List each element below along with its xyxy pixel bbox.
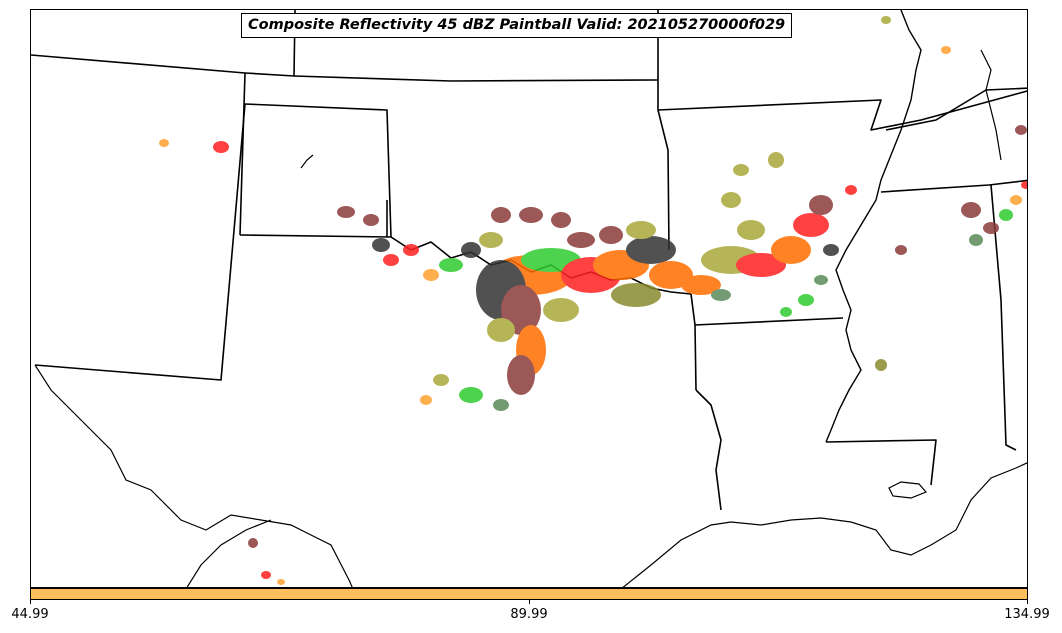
border-ar-la bbox=[694, 324, 697, 391]
paintball-blob bbox=[439, 258, 463, 272]
paintball-blob bbox=[543, 298, 579, 322]
paintball-blob bbox=[736, 253, 786, 277]
paintball-blob bbox=[491, 207, 511, 223]
border-il bbox=[885, 87, 1027, 131]
paintball-blob bbox=[1015, 125, 1027, 135]
border-ia-mo bbox=[657, 90, 1027, 131]
paintball-blob bbox=[611, 283, 661, 307]
gulf-coast-east bbox=[622, 462, 1027, 587]
paintball-blob bbox=[519, 207, 543, 223]
border-ks-mo bbox=[657, 10, 670, 251]
paintball-blob bbox=[337, 206, 355, 218]
paintball-blob bbox=[423, 269, 439, 281]
paintball-blob bbox=[1021, 181, 1027, 189]
paintball-blob bbox=[507, 355, 535, 395]
colorbar-tick-label-min: 44.99 bbox=[11, 607, 49, 622]
border-tx-la bbox=[695, 389, 722, 511]
paintball-blob bbox=[626, 221, 656, 239]
paintball-blob bbox=[768, 152, 784, 168]
colorbar-tick-label-mid: 89.99 bbox=[510, 607, 548, 622]
river-mississippi bbox=[825, 10, 922, 443]
paintball-blob bbox=[626, 236, 676, 264]
paintball-blob bbox=[372, 238, 390, 252]
paintball-blob bbox=[809, 195, 833, 215]
paintball-blob bbox=[721, 192, 741, 208]
paintball-blob bbox=[551, 212, 571, 228]
paintball-blob bbox=[383, 254, 399, 266]
paintball-blob bbox=[823, 244, 839, 256]
border-nm-tx bbox=[34, 103, 392, 381]
map-panel bbox=[30, 9, 1028, 588]
river-upper bbox=[980, 49, 1002, 161]
paintball-blob bbox=[798, 294, 814, 306]
paintball-blob bbox=[248, 538, 258, 548]
colorbar bbox=[30, 588, 1028, 600]
paintball-blob bbox=[479, 232, 503, 248]
gulf-coast bbox=[34, 364, 353, 587]
paintball-blob bbox=[461, 242, 481, 258]
border-ky-tn bbox=[880, 179, 1027, 193]
paintball-blob bbox=[433, 374, 449, 386]
map-title: Composite Reflectivity 45 dBZ Paintball … bbox=[241, 13, 793, 38]
paintball-blob bbox=[733, 164, 749, 176]
border-mo-ar bbox=[694, 317, 844, 326]
paintball-blob bbox=[881, 16, 891, 24]
lake-ne-colorado bbox=[300, 154, 314, 169]
border-ms-al bbox=[990, 184, 1017, 451]
colorbar-tick bbox=[529, 600, 530, 604]
map-canvas bbox=[31, 10, 1027, 587]
paintball-blob bbox=[983, 222, 999, 234]
paintball-blob bbox=[363, 214, 379, 226]
paintball-blob bbox=[845, 185, 857, 195]
paintball-blob bbox=[711, 289, 731, 301]
paintball-blob bbox=[999, 209, 1013, 221]
paintball-blob bbox=[403, 244, 419, 256]
paintball-blob bbox=[599, 226, 623, 244]
colorbar-tick-label-max: 134.99 bbox=[1004, 607, 1050, 622]
border-co-nm bbox=[31, 54, 246, 236]
colorbar-tick bbox=[1027, 600, 1028, 604]
border-ne-sd bbox=[293, 75, 659, 82]
paintball-blob bbox=[737, 220, 765, 240]
border-tx-ar bbox=[690, 293, 696, 326]
paintball-blobs bbox=[159, 16, 1027, 585]
paintball-blob bbox=[780, 307, 792, 317]
paintball-blob bbox=[567, 232, 595, 248]
paintball-blob bbox=[875, 359, 887, 371]
paintball-blob bbox=[895, 245, 907, 255]
paintball-blob bbox=[969, 234, 983, 246]
paintball-blob bbox=[814, 275, 828, 285]
paintball-blob bbox=[493, 399, 509, 411]
paintball-blob bbox=[793, 213, 829, 237]
paintball-blob bbox=[1010, 195, 1022, 205]
paintball-blob bbox=[771, 236, 811, 264]
mexico-border bbox=[186, 519, 272, 587]
paintball-blob bbox=[487, 318, 515, 342]
paintball-blob bbox=[459, 387, 483, 403]
colorbar-tick bbox=[30, 600, 31, 604]
paintball-blob bbox=[277, 579, 285, 585]
lake-pontchartrain bbox=[888, 481, 928, 499]
paintball-blob bbox=[159, 139, 169, 147]
paintball-blob bbox=[961, 202, 981, 218]
paintball-blob bbox=[681, 275, 721, 295]
paintball-blob bbox=[941, 46, 951, 54]
paintball-blob bbox=[420, 395, 432, 405]
paintball-blob bbox=[261, 571, 271, 579]
paintball-blob bbox=[213, 141, 229, 153]
border-ms-la bbox=[825, 439, 937, 486]
